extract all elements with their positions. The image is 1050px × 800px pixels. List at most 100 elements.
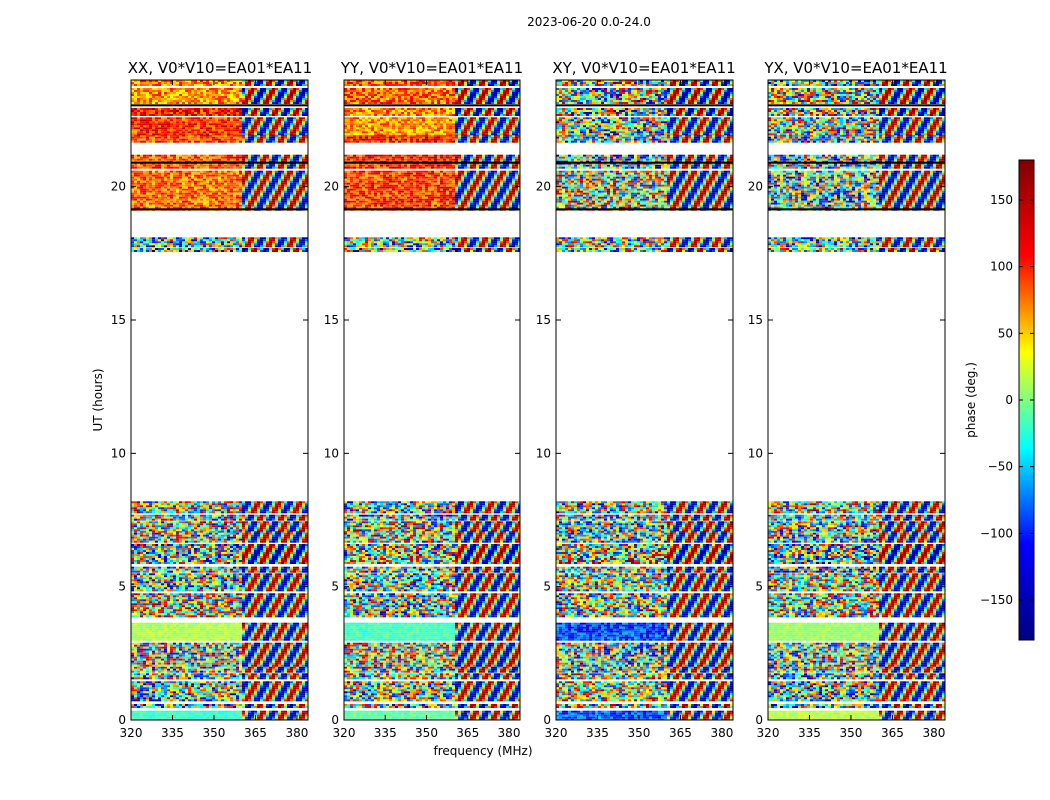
data-band bbox=[131, 237, 308, 248]
data-band bbox=[344, 521, 520, 532]
data-band bbox=[344, 117, 520, 136]
data-band bbox=[131, 88, 308, 104]
y-tick-label: 10 bbox=[324, 446, 339, 460]
data-band bbox=[344, 681, 520, 702]
data-band bbox=[556, 666, 733, 673]
data-band bbox=[556, 673, 733, 680]
data-band bbox=[344, 704, 520, 708]
colorbar: 150 100 50 0 −50 −100 −150 phase (deg.) bbox=[964, 159, 1035, 641]
data-band bbox=[131, 117, 308, 136]
heatmap-area bbox=[131, 80, 308, 720]
data-band bbox=[131, 134, 308, 143]
panel-frame bbox=[130, 79, 309, 721]
data-band bbox=[556, 704, 733, 708]
panel-frame bbox=[343, 79, 521, 721]
data-band bbox=[131, 666, 308, 673]
y-tick-label: 15 bbox=[536, 313, 551, 327]
data-band bbox=[768, 248, 945, 252]
heatmap-area bbox=[344, 80, 520, 720]
y-tick-label: 5 bbox=[118, 580, 126, 594]
y-tick-label: 5 bbox=[755, 580, 763, 594]
panel-title: XY, V0*V10=EA01*EA11 bbox=[552, 59, 735, 77]
data-band bbox=[344, 80, 520, 86]
y-tick-label: 15 bbox=[324, 313, 339, 327]
colorbar-tick-label: −50 bbox=[988, 460, 1013, 474]
x-tick-label: 335 bbox=[374, 726, 397, 740]
data-band bbox=[344, 573, 520, 592]
data-band bbox=[131, 681, 308, 702]
data-band bbox=[768, 514, 945, 521]
y-tick-label: 15 bbox=[111, 313, 126, 327]
x-tick-label: 320 bbox=[120, 726, 143, 740]
data-band bbox=[344, 710, 520, 720]
y-tick-label: 20 bbox=[111, 180, 126, 194]
y-tick-label: 0 bbox=[755, 713, 763, 727]
data-band bbox=[131, 566, 308, 573]
data-band bbox=[344, 88, 520, 104]
data-band bbox=[768, 530, 945, 543]
data-band bbox=[768, 704, 945, 708]
y-axis: 0 5 10 15 20 bbox=[748, 180, 945, 727]
y-tick-label: 10 bbox=[111, 446, 126, 460]
data-band bbox=[768, 237, 945, 248]
flag-line bbox=[344, 104, 520, 107]
data-band bbox=[131, 501, 308, 514]
x-tick-label: 365 bbox=[669, 726, 692, 740]
data-band bbox=[768, 710, 945, 720]
y-tick-label: 5 bbox=[331, 580, 339, 594]
y-tick-label: 5 bbox=[543, 580, 551, 594]
panel-title: YY, V0*V10=EA01*EA11 bbox=[340, 59, 523, 77]
data-band bbox=[768, 117, 945, 136]
data-band bbox=[131, 544, 308, 564]
panel-yy: YY, V0*V10=EA01*EA11 320 335 350 365 380 0 5 1… bbox=[324, 59, 523, 740]
x-tick-label: 365 bbox=[456, 726, 479, 740]
colorbar-tick-label: 0 bbox=[1005, 393, 1013, 407]
data-band bbox=[131, 170, 308, 211]
data-band bbox=[344, 170, 520, 211]
data-band bbox=[556, 170, 733, 211]
data-band bbox=[768, 501, 945, 514]
data-band bbox=[344, 673, 520, 680]
x-tick-label: 350 bbox=[628, 726, 651, 740]
data-band bbox=[556, 117, 733, 136]
data-band bbox=[344, 514, 520, 521]
data-band bbox=[131, 514, 308, 521]
colorbar-label: phase (deg.) bbox=[964, 362, 978, 438]
y-tick-label: 20 bbox=[536, 180, 551, 194]
data-band bbox=[344, 108, 520, 116]
data-band bbox=[556, 514, 733, 521]
y-tick-label: 0 bbox=[331, 713, 339, 727]
data-band bbox=[556, 593, 733, 618]
data-band bbox=[556, 710, 733, 720]
x-axis: 320 335 350 365 380 bbox=[545, 80, 733, 740]
flag-line bbox=[556, 104, 733, 107]
data-band bbox=[131, 710, 308, 720]
panel-xy: XY, V0*V10=EA01*EA11 320 335 350 365 380 0 5 1… bbox=[536, 59, 736, 740]
data-band bbox=[768, 544, 945, 564]
data-band bbox=[344, 530, 520, 543]
data-band bbox=[131, 622, 308, 641]
y-tick-label: 20 bbox=[324, 180, 339, 194]
data-band bbox=[131, 673, 308, 680]
data-band bbox=[131, 593, 308, 618]
data-band bbox=[556, 88, 733, 104]
x-axis: 320 335 350 365 380 bbox=[757, 80, 945, 740]
x-tick-label: 320 bbox=[545, 726, 568, 740]
data-band bbox=[556, 248, 733, 252]
x-axis-label: frequency (MHz) bbox=[433, 744, 532, 758]
data-band bbox=[768, 88, 945, 104]
x-tick-label: 365 bbox=[244, 726, 267, 740]
x-tick-label: 350 bbox=[840, 726, 863, 740]
x-tick-label: 380 bbox=[710, 726, 733, 740]
data-band bbox=[768, 666, 945, 673]
panel-title: YX, V0*V10=EA01*EA11 bbox=[763, 59, 947, 77]
data-band bbox=[131, 154, 308, 169]
data-band bbox=[344, 501, 520, 514]
data-band bbox=[556, 134, 733, 143]
flag-line bbox=[768, 208, 945, 211]
data-band bbox=[344, 134, 520, 143]
data-band bbox=[768, 642, 945, 667]
y-axis: 0 5 10 15 20 bbox=[324, 180, 520, 727]
y-tick-label: 0 bbox=[543, 713, 551, 727]
data-band bbox=[768, 521, 945, 532]
